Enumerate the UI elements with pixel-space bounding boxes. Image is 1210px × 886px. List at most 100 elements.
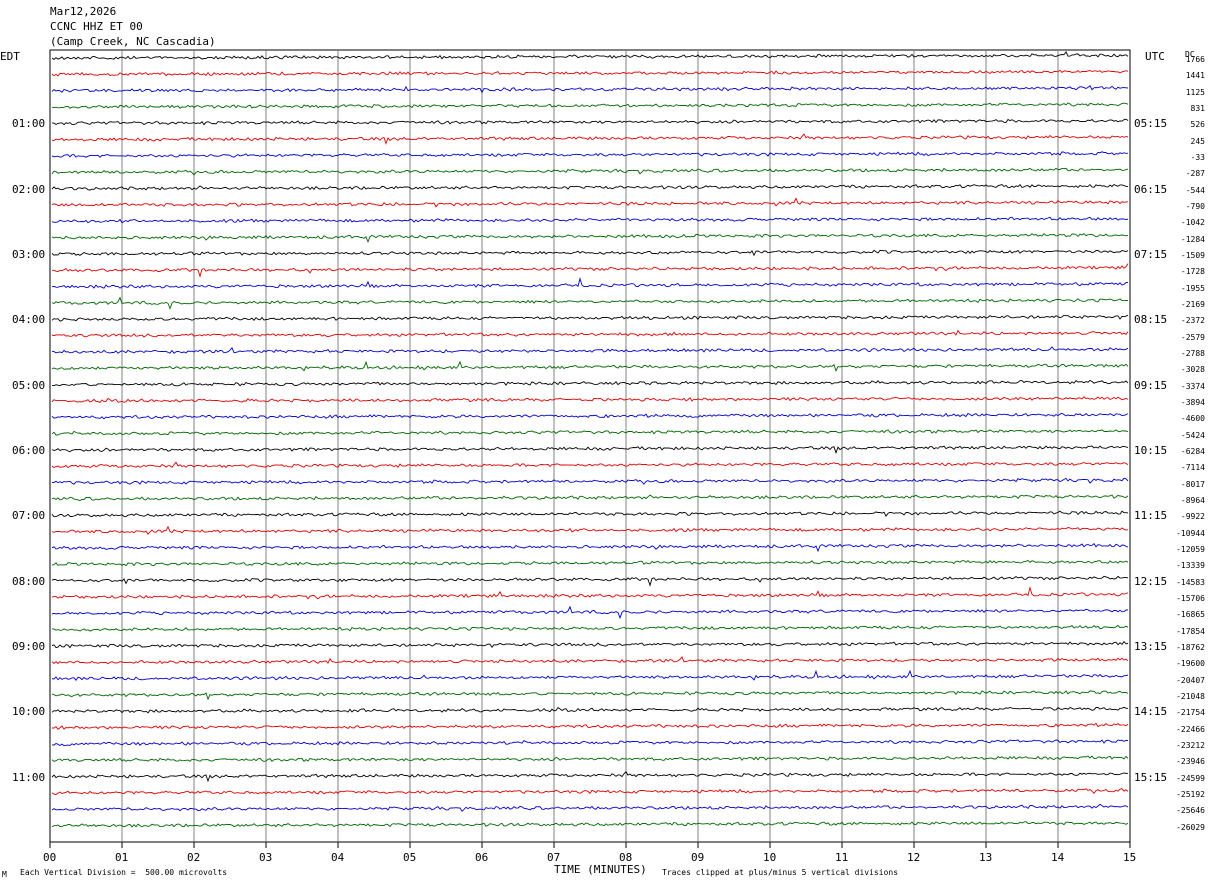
seismic-trace [51,510,1129,518]
x-tick-label: 05 [403,851,417,864]
left-hour-label: 04:00 [12,313,46,327]
seismic-trace [51,605,1129,620]
dc-offset-label: -2169 [1180,300,1205,309]
seismic-trace [51,346,1129,354]
dc-offset-label: -1955 [1180,283,1205,293]
right-hour-label: 11:15 [1134,509,1168,523]
seismic-trace [51,788,1129,796]
x-tick-label: 14 [1051,851,1065,864]
x-tick-label: 09 [691,851,705,864]
dc-offset-label: -21754 [1176,708,1205,718]
seismic-trace [51,84,1129,94]
record-date: Mar12,2026 [50,5,117,18]
right-hour-label: 15:15 [1134,770,1168,784]
dc-offset-label: -3894 [1180,398,1205,407]
right-hour-label: 14:15 [1134,705,1168,719]
seismic-trace [51,197,1129,208]
seismic-trace [51,396,1129,404]
dc-offset-label: -9922 [1180,512,1205,522]
dc-offset-label: -2579 [1180,332,1205,342]
x-tick-label: 15 [1123,851,1137,864]
seismic-trace [51,216,1129,224]
dc-offset-label: 1125 [1185,87,1205,97]
station-location: (Camp Creek, NC Cascadia) [50,35,216,48]
right-timezone-label: UTC [1145,50,1165,63]
left-hour-label: 10:00 [12,705,46,719]
seismic-trace [51,329,1129,338]
left-hour-label: 01:00 [12,117,46,131]
dc-offset-label: 831 [1190,104,1205,113]
x-tick-label: 08 [619,851,633,864]
seismic-trace [51,525,1129,535]
dc-offset-label: -4600 [1180,414,1205,424]
dc-offset-label: -25646 [1176,806,1205,816]
dc-offset-label: -26029 [1176,822,1205,832]
x-tick-label: 00 [43,851,57,864]
dc-offset-label: -3374 [1180,381,1205,391]
dc-offset-label: -16865 [1176,610,1205,620]
dc-offset-label: -8964 [1180,496,1205,505]
x-tick-label: 06 [475,851,489,864]
dc-offset-label: -5424 [1180,430,1205,440]
seismic-trace [51,445,1129,455]
seismic-trace [51,586,1129,600]
left-hour-label: 06:00 [12,444,46,457]
dc-offset-label: -2372 [1180,316,1205,326]
seismic-trace [51,102,1129,109]
left-hour-label: 02:00 [12,182,46,196]
dc-offset-label: -23212 [1176,741,1205,750]
seismic-trace [51,803,1129,812]
dc-offset-label: -21048 [1176,692,1205,701]
seismic-trace [51,183,1129,191]
dc-offset-label: -6284 [1180,447,1205,456]
seismic-trace [51,640,1129,649]
dc-offset-label: -2788 [1180,349,1205,358]
dc-offset-label: -12059 [1176,545,1205,554]
right-hour-label: 10:15 [1134,444,1168,457]
dc-offset-label: -20407 [1176,675,1205,685]
left-hour-label: 03:00 [12,248,46,261]
dc-offset-label: -1284 [1180,234,1205,244]
left-hour-label: 08:00 [12,574,46,588]
seismic-trace [51,755,1129,762]
x-tick-label: 11 [835,851,849,864]
x-tick-label: 04 [331,851,345,864]
seismic-trace [51,739,1128,747]
seismic-trace [51,51,1129,60]
x-tick-label: 10 [763,851,777,864]
left-hour-label: 05:00 [12,378,46,392]
dc-offset-label: -3028 [1180,365,1205,375]
dc-offset-label: -19600 [1176,659,1205,669]
dc-offset-label: -17854 [1176,626,1205,636]
dc-offset-label: 1441 [1185,71,1205,81]
dc-offset-label: -1509 [1180,251,1205,260]
dc-offset-label: -15706 [1176,594,1205,603]
seismic-trace [51,477,1129,485]
seismic-trace [51,412,1129,420]
seismic-trace [51,296,1129,310]
dc-offset-label: -13339 [1176,561,1205,571]
x-axis-title: TIME (MINUTES) [554,863,647,876]
station-code: CCNC HHZ ET 00 [50,20,143,33]
dc-offset-label: -25192 [1176,790,1205,799]
left-hour-label: 07:00 [12,509,46,523]
dc-offset-label: -544 [1185,185,1205,195]
dc-offset-label: -18762 [1176,643,1205,652]
seismic-trace [51,706,1128,714]
clip-note: Traces clipped at plus/minus 5 vertical … [662,868,899,877]
seismic-trace [51,69,1129,77]
seismic-trace [51,249,1129,257]
seismic-trace [51,167,1129,176]
seismic-trace [51,494,1129,502]
right-hour-label: 09:15 [1134,378,1168,392]
dc-offset-label: -1728 [1180,267,1205,277]
dc-offset-label: -23946 [1176,757,1205,767]
x-tick-label: 07 [547,851,561,864]
plot-frame [49,49,1131,843]
seismic-trace [51,575,1129,587]
left-hour-label: 09:00 [12,640,46,653]
seismic-trace [51,690,1129,701]
dc-offset-label: 245 [1190,136,1205,146]
seismic-trace [51,151,1128,158]
